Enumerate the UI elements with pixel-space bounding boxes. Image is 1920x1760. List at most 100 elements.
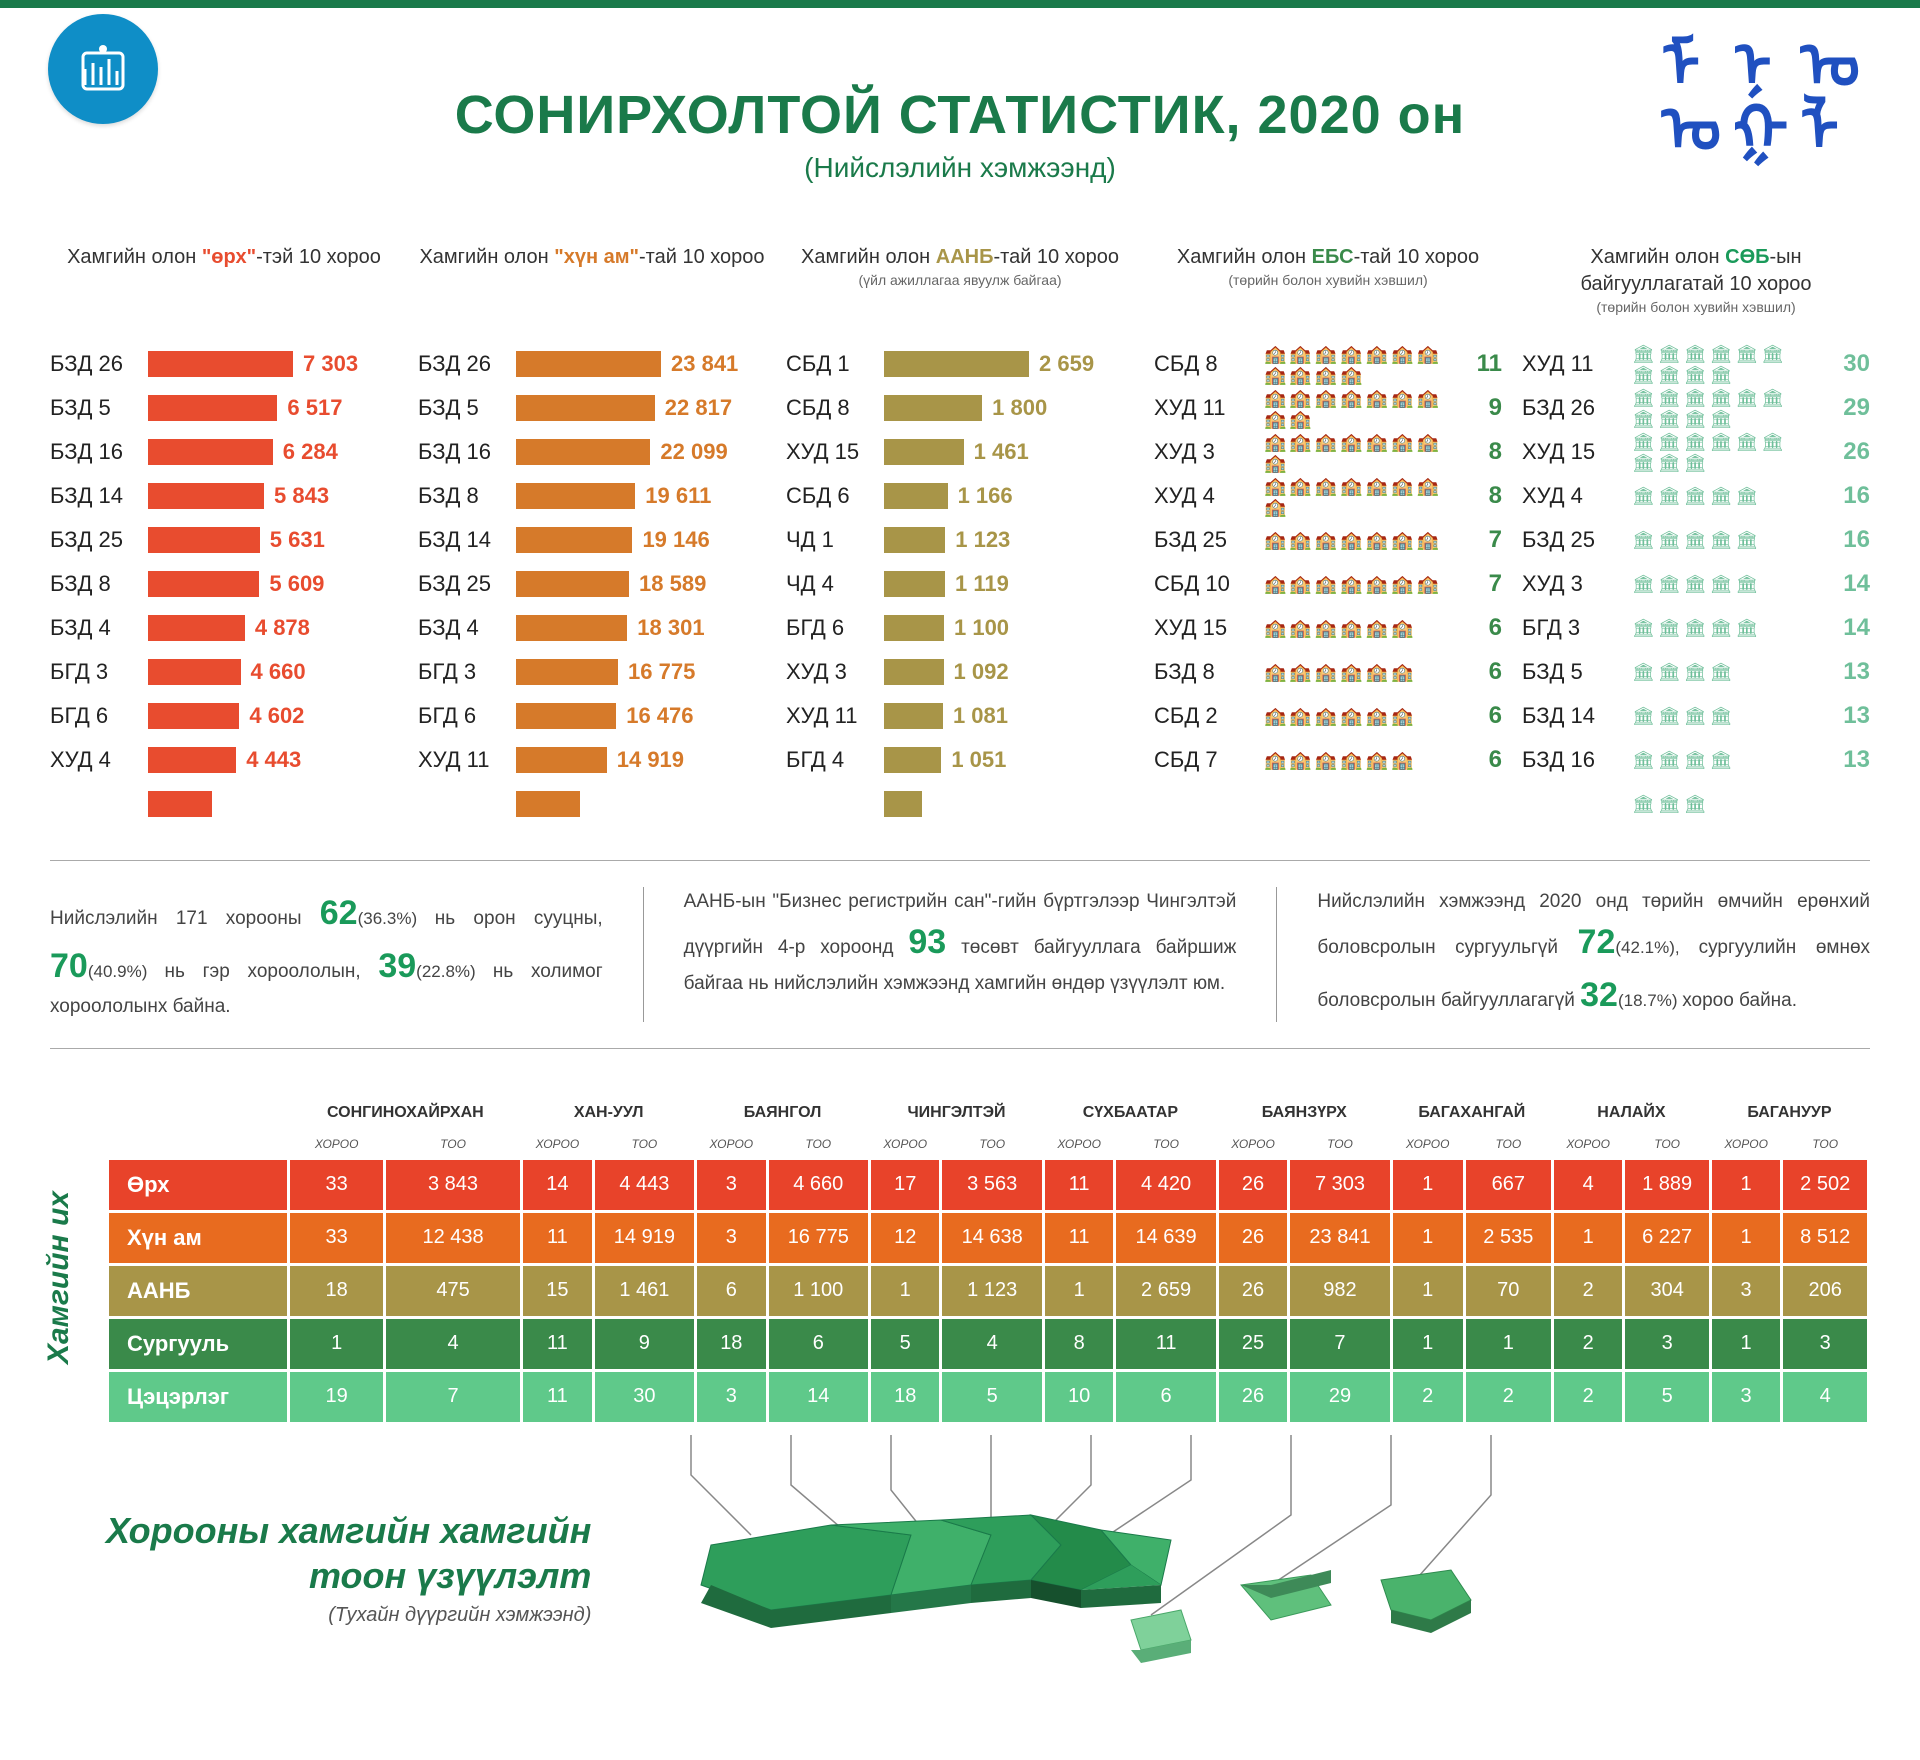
pictogram-icon: 🏫 xyxy=(1315,366,1337,384)
page-subtitle: (Нийслэлийн хэмжээнд) xyxy=(50,152,1870,184)
table-row: Хүн ам3312 4381114 919316 7751214 638111… xyxy=(109,1213,1867,1263)
pictogram-icon: 🏫 xyxy=(1340,389,1362,407)
pictogram-icon: 🏫 xyxy=(1417,345,1439,363)
pictogram-icon: 🏛 xyxy=(1761,389,1784,407)
table-cell: 33 xyxy=(290,1213,382,1263)
pictogram-icon: 🏛 xyxy=(1658,410,1681,428)
table-cell: 4 660 xyxy=(769,1160,868,1210)
table-cell: 1 xyxy=(1712,1213,1780,1263)
pictogram-icon: 🏛 xyxy=(1735,575,1758,593)
pictogram-icon: 🏛 xyxy=(1658,389,1681,407)
bar-track: 1 123 xyxy=(884,525,1134,555)
bar-label: ЧД 4 xyxy=(786,571,876,597)
bar-row: БГД 41 051 xyxy=(786,738,1134,782)
icon-value: 30 xyxy=(1820,350,1870,378)
pictogram-icon: 🏫 xyxy=(1366,663,1388,681)
icon-set: 🏛🏛🏛🏛🏛 xyxy=(1632,487,1810,505)
pictogram-icon: 🏫 xyxy=(1289,663,1311,681)
bar-fill xyxy=(884,395,982,421)
bar-fill xyxy=(148,747,236,773)
pictogram-icon: 🏛 xyxy=(1632,389,1655,407)
bar-label: БГД 3 xyxy=(50,659,140,685)
bar-track: 22 817 xyxy=(516,393,766,423)
icon-set: 🏛🏛🏛🏛 xyxy=(1632,707,1810,725)
table-cell: 1 xyxy=(1393,1319,1463,1369)
bar-fill xyxy=(884,659,944,685)
pictogram-icon: 🏫 xyxy=(1366,575,1388,593)
bar-row: БЗД 1622 099 xyxy=(418,430,766,474)
pictogram-icon: 🏛 xyxy=(1710,410,1733,428)
chart-title: Хамгийн олон "өрх"-тэй 10 хороо xyxy=(50,244,398,324)
icon-set: 🏫🏫🏫🏫🏫🏫 xyxy=(1264,751,1442,769)
bar-label: БГД 3 xyxy=(418,659,508,685)
pictogram-icon: 🏛 xyxy=(1684,663,1707,681)
table-row: Цэцэрлэг19711303141851062629222534 xyxy=(109,1372,1867,1422)
table-cell: 12 xyxy=(871,1213,939,1263)
bar-value: 1 119 xyxy=(955,571,1009,597)
bar-label: ХУД 3 xyxy=(786,659,876,685)
bar-value: 19 146 xyxy=(642,527,709,553)
icon-value: 6 xyxy=(1452,702,1502,730)
bar-fill xyxy=(516,703,616,729)
pictogram-icon: 🏛 xyxy=(1632,531,1655,549)
bar-row: БЗД 85 609 xyxy=(50,562,398,606)
chart-column: Хамгийн олон "өрх"-тэй 10 хорооБЗД 267 3… xyxy=(50,244,398,826)
icon-set: 🏛🏛🏛🏛🏛 xyxy=(1632,575,1810,593)
bar-row: СБД 61 166 xyxy=(786,474,1134,518)
icon-row: БЗД 16🏛🏛🏛🏛13 xyxy=(1522,738,1870,782)
bar-track: 14 919 xyxy=(516,745,766,775)
table-cell: 12 438 xyxy=(386,1213,520,1263)
bar-label: СБД 6 xyxy=(786,483,876,509)
pictogram-icon: 🏛 xyxy=(1684,531,1707,549)
table-cell: 9 xyxy=(595,1319,694,1369)
pictogram-icon: 🏛 xyxy=(1632,366,1655,384)
table-row: Өрх333 843144 44334 660173 563114 420267… xyxy=(109,1160,1867,1210)
table-cell: 18 xyxy=(871,1372,939,1422)
infographic-page: ᠮᠣ ᠨᠭ ᠣᠯ СОНИРХОЛТОЙ СТАТИСТИК, 2020 он … xyxy=(0,0,1920,1760)
bar-label: БГД 6 xyxy=(786,615,876,641)
bar-value: 4 878 xyxy=(255,615,310,641)
icon-value: 13 xyxy=(1820,702,1870,730)
table-cell: 2 535 xyxy=(1466,1213,1551,1263)
bar-row: БГД 316 775 xyxy=(418,650,766,694)
district-header: ХАН-УУЛ xyxy=(523,1098,694,1128)
icon-value: 7 xyxy=(1452,526,1502,554)
bar-track: 1 119 xyxy=(884,569,1134,599)
pictogram-icon: 🏛 xyxy=(1710,575,1733,593)
icon-set: 🏛🏛🏛🏛🏛 xyxy=(1632,531,1810,549)
bar-track: 22 099 xyxy=(516,437,766,467)
icon-label: СБД 10 xyxy=(1154,571,1254,597)
pictogram-icon: 🏫 xyxy=(1340,366,1362,384)
pictogram-icon: 🏫 xyxy=(1264,477,1286,495)
table-cell: 70 xyxy=(1466,1266,1551,1316)
pictogram-icon: 🏛 xyxy=(1632,454,1655,472)
bar-fill xyxy=(516,351,661,377)
table-cell: 16 775 xyxy=(769,1213,868,1263)
bar-row: ЧД 11 123 xyxy=(786,518,1134,562)
icon-row: БЗД 26🏛🏛🏛🏛🏛🏛🏛🏛🏛🏛29 xyxy=(1522,386,1870,430)
bar-track: 4 602 xyxy=(148,701,398,731)
icon-value: 6 xyxy=(1452,614,1502,642)
table-cell: 11 xyxy=(1116,1319,1215,1369)
table-cell: 304 xyxy=(1625,1266,1708,1316)
map-shapes xyxy=(701,1515,1471,1663)
chart-column: Хамгийн олон СӨБ-ын байгууллагатай 10 хо… xyxy=(1522,244,1870,826)
icon-label: СБД 8 xyxy=(1154,351,1254,377)
bar-value: 5 609 xyxy=(269,571,324,597)
bar-value: 5 631 xyxy=(270,527,325,553)
row-header: Сургууль xyxy=(109,1319,287,1369)
pictogram-icon: 🏫 xyxy=(1264,619,1286,637)
icon-label: БЗД 25 xyxy=(1154,527,1254,553)
bar-label: БЗД 5 xyxy=(418,395,508,421)
bar-fill xyxy=(516,747,607,773)
table-cell: 10 xyxy=(1045,1372,1113,1422)
table-cell: 25 xyxy=(1219,1319,1287,1369)
bar-row: БЗД 166 284 xyxy=(50,430,398,474)
pictogram-icon: 🏫 xyxy=(1289,389,1311,407)
table-subheader: ТОО xyxy=(1116,1131,1215,1157)
pictogram-icon: 🏫 xyxy=(1391,751,1413,769)
table-subheader: ТОО xyxy=(1625,1131,1708,1157)
table-cell: 5 xyxy=(1625,1372,1708,1422)
table-cell: 19 xyxy=(290,1372,382,1422)
pictogram-icon: 🏫 xyxy=(1366,345,1388,363)
